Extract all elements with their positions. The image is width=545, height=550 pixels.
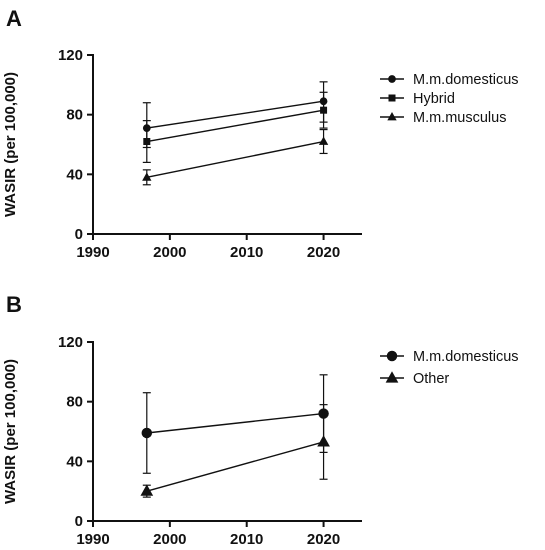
chart-panel-b: 0 40 80 120 1990 2000 2010 2020 WASIR (per 100,0… — [2, 334, 519, 548]
series-M.m.domesticus — [141, 374, 329, 474]
y-tick-label: 80 — [66, 394, 83, 411]
y-tick-label: 120 — [58, 47, 83, 64]
y-tick-label: 40 — [66, 453, 83, 470]
panel-b-letter: B — [6, 292, 22, 317]
legend-label: M.m.domesticus — [413, 72, 519, 88]
legend-marker-circle — [388, 75, 396, 83]
data-point-square — [143, 138, 151, 146]
legend-item: Hybrid — [380, 91, 455, 107]
legend-label: M.m.musculus — [413, 110, 506, 126]
legend-item: M.m.domesticus — [380, 72, 519, 88]
series-line — [146, 140, 324, 179]
x-tick-label: 2010 — [230, 244, 263, 261]
legend-marker-circle — [386, 350, 398, 362]
y-axis-label: WASIR (per 100,000) — [2, 72, 19, 217]
x-tick-label: 2000 — [153, 244, 186, 261]
data-point-triangle — [142, 172, 152, 181]
legend-marker-triangle — [387, 112, 397, 121]
legend-label: M.m.domesticus — [413, 349, 519, 365]
legend-label: Hybrid — [413, 91, 455, 107]
series-line — [146, 412, 324, 434]
legend-marker-square — [388, 94, 396, 102]
legend-marker-triangle — [385, 371, 399, 383]
data-point-triangle — [140, 484, 154, 496]
panel-a-letter: A — [6, 6, 22, 31]
data-point-triangle — [318, 136, 329, 145]
series-line — [146, 109, 324, 143]
legend-label: Other — [413, 371, 449, 387]
y-tick-label: 40 — [66, 166, 83, 183]
y-tick-label: 80 — [66, 107, 83, 124]
x-tick-label: 2020 — [307, 531, 340, 548]
series-Other — [140, 404, 330, 498]
y-tick-label: 0 — [75, 226, 83, 243]
x-tick-label: 1990 — [76, 531, 109, 548]
data-point-square — [320, 106, 328, 114]
series-line — [146, 441, 324, 492]
x-tick-label: 1990 — [76, 244, 109, 261]
legend-item: Other — [380, 371, 449, 387]
series-line — [146, 100, 324, 129]
x-tick-label: 2020 — [307, 244, 340, 261]
x-tick-label: 2000 — [153, 531, 186, 548]
series-M.m.musculus — [142, 128, 329, 186]
data-point-circle — [141, 427, 153, 439]
legend-item: M.m.musculus — [380, 110, 506, 126]
y-axis-label: WASIR (per 100,000) — [2, 359, 19, 504]
series-Hybrid — [142, 91, 328, 163]
chart-panel-a: 0 40 80 120 1990 2000 2010 2020 WASIR (per 100,0… — [2, 47, 519, 261]
legend-item: M.m.domesticus — [380, 349, 519, 365]
y-tick-label: 120 — [58, 334, 83, 351]
y-tick-label: 0 — [75, 513, 83, 530]
x-tick-label: 2010 — [230, 531, 263, 548]
data-point-triangle — [317, 435, 330, 447]
